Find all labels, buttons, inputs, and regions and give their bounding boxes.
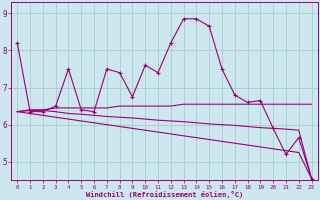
X-axis label: Windchill (Refroidissement éolien,°C): Windchill (Refroidissement éolien,°C) <box>86 191 243 198</box>
